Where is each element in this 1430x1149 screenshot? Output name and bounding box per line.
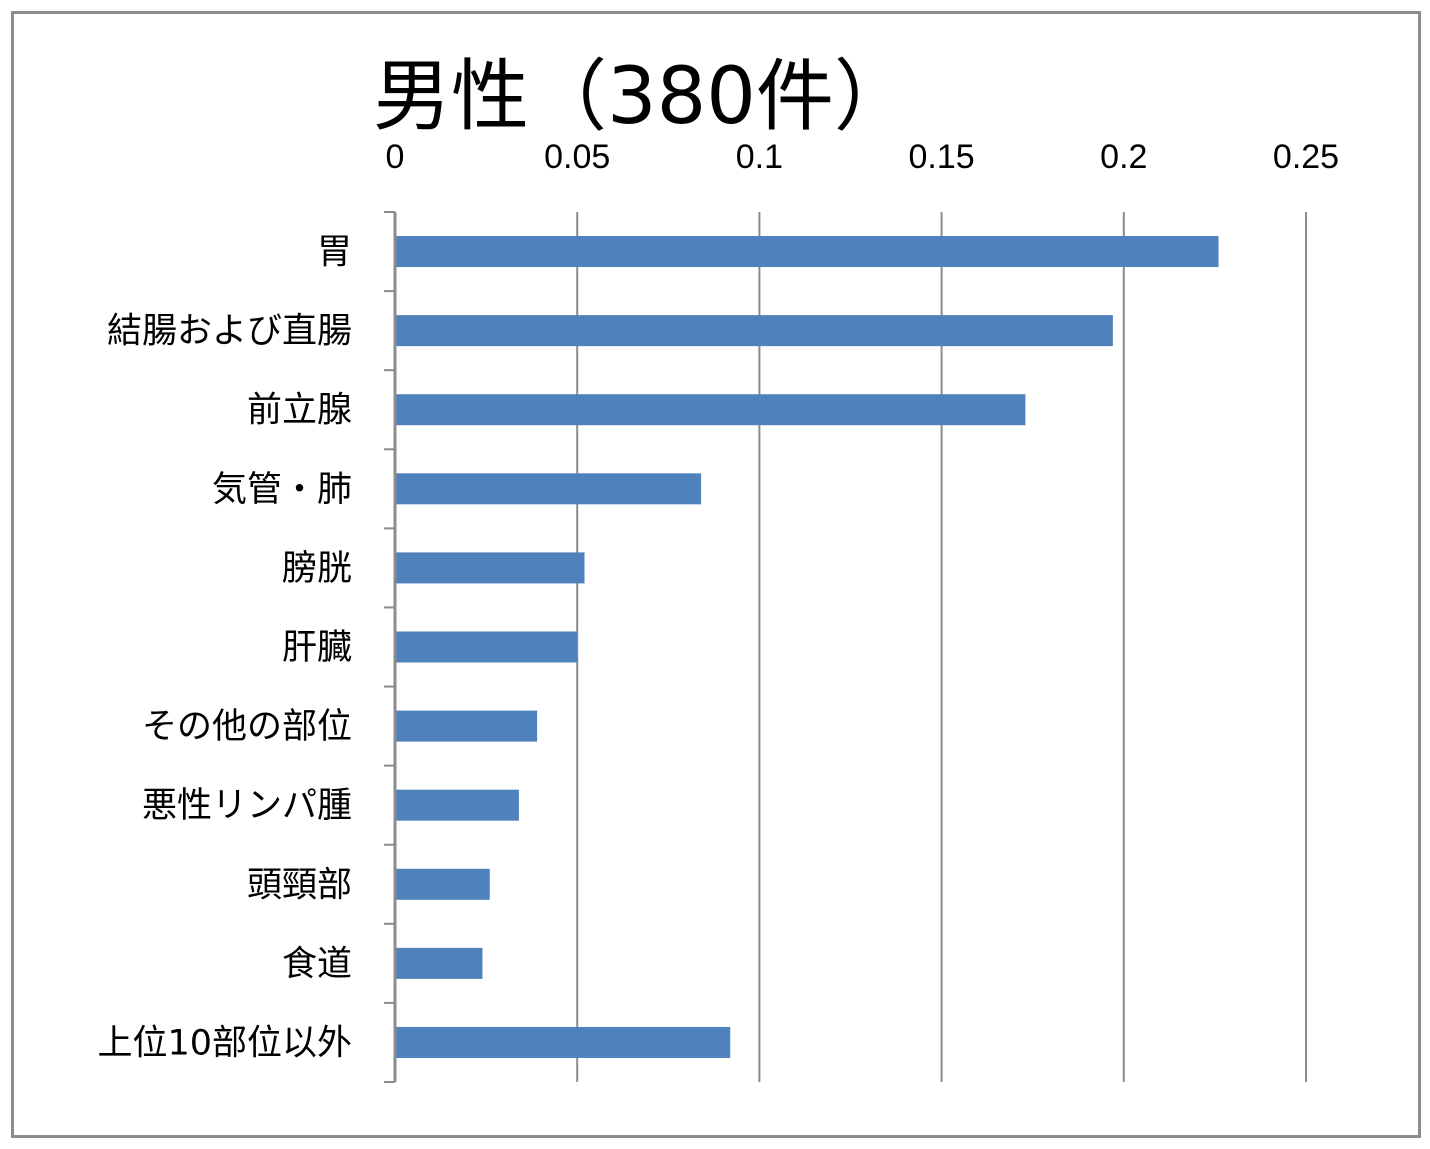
bars	[395, 236, 1219, 1058]
x-tick-label: 0.05	[544, 138, 610, 176]
category-label: 前立腺	[247, 391, 352, 431]
bar	[395, 394, 1026, 426]
grid-lines	[576, 212, 1307, 1082]
bar	[395, 473, 702, 505]
x-tick-label: 0.2	[1100, 138, 1147, 176]
bar	[395, 868, 490, 900]
category-label: その他の部位	[142, 707, 352, 747]
x-tick-labels: 0 0.05 0.1 0.15 0.2 0.25	[386, 138, 1340, 176]
x-tick-label: 0.15	[909, 138, 975, 176]
bar	[395, 789, 519, 821]
category-label: 食道	[282, 944, 352, 984]
bar	[395, 947, 483, 979]
bar	[395, 236, 1219, 268]
bar	[395, 710, 538, 742]
bar	[395, 315, 1113, 347]
category-labels: 胃結腸および直腸前立腺気管・肺膀胱肝臓その他の部位悪性リンパ腫頭頸部食道上位10…	[97, 233, 352, 1064]
category-label: 気管・肺	[212, 470, 352, 510]
category-label: 肝臓	[282, 628, 352, 668]
chart-frame	[11, 11, 1421, 1138]
category-label: 上位10部位以外	[97, 1023, 352, 1063]
category-label: 膀胱	[282, 549, 352, 589]
category-label: 悪性リンパ腫	[142, 786, 352, 826]
category-label: 頭頸部	[247, 865, 352, 905]
bar	[395, 1026, 731, 1058]
bar	[395, 631, 578, 663]
x-tick-label: 0	[386, 138, 405, 176]
category-label: 胃	[317, 233, 352, 273]
x-tick-label: 0.25	[1273, 138, 1339, 176]
category-label: 結腸および直腸	[107, 312, 352, 352]
bar	[395, 552, 585, 584]
category-axis	[384, 211, 397, 1083]
chart-title: 男性（380件）	[373, 52, 912, 142]
x-tick-label: 0.1	[736, 138, 783, 176]
